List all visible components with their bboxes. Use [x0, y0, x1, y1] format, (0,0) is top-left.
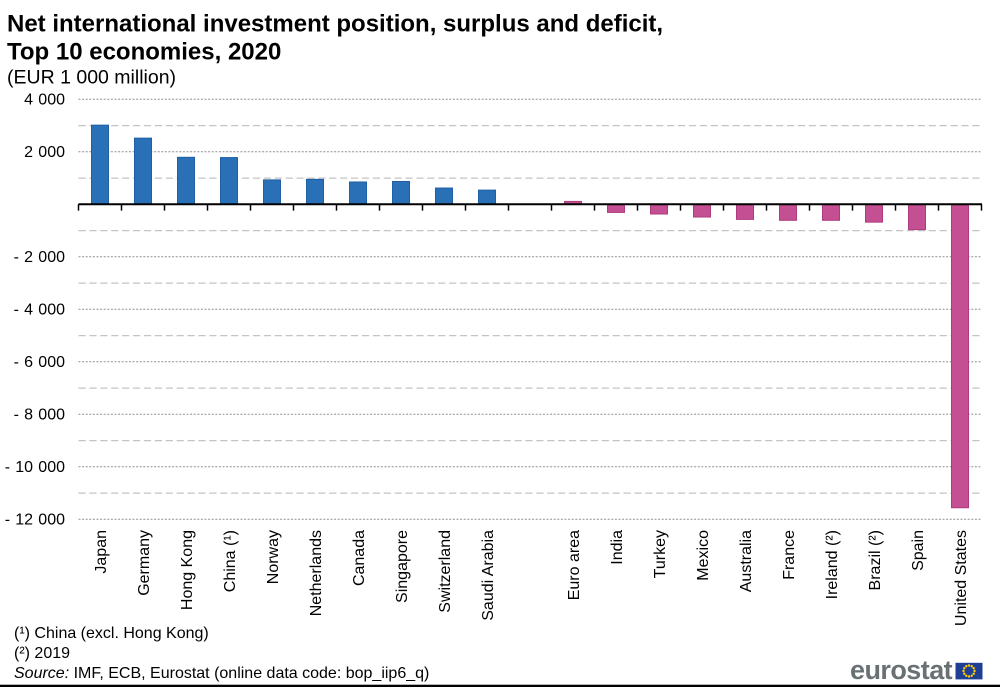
- svg-text:Top 10 economies, 2020: Top 10 economies, 2020: [7, 38, 281, 65]
- svg-text:Germany: Germany: [136, 530, 153, 596]
- svg-text:Turkey: Turkey: [652, 530, 669, 578]
- svg-text:Japan: Japan: [93, 530, 110, 574]
- svg-text:China (¹): China (¹): [222, 530, 239, 592]
- svg-text:Ireland (²): Ireland (²): [824, 530, 841, 599]
- svg-text:Australia: Australia: [738, 530, 755, 592]
- svg-text:- 12 000: - 12 000: [5, 512, 65, 529]
- svg-text:Euro area: Euro area: [566, 530, 583, 600]
- svg-text:Norway: Norway: [265, 530, 282, 584]
- svg-text:Switzerland: Switzerland: [437, 530, 454, 613]
- svg-text:4 000: 4 000: [24, 92, 65, 109]
- svg-text:- 6 000: - 6 000: [14, 354, 66, 371]
- svg-text:Mexico: Mexico: [695, 530, 712, 581]
- svg-text:Canada: Canada: [351, 530, 368, 586]
- svg-text:(EUR 1 000 million): (EUR 1 000 million): [7, 67, 176, 89]
- svg-text:India: India: [609, 530, 626, 565]
- svg-text:Net international investment p: Net international investment position, s…: [7, 11, 663, 38]
- svg-text:- 4 000: - 4 000: [14, 302, 66, 319]
- svg-text:2 000: 2 000: [24, 144, 65, 161]
- svg-text:Netherlands: Netherlands: [308, 530, 325, 616]
- svg-text:- 2 000: - 2 000: [14, 249, 66, 266]
- svg-text:(¹) China (excl. Hong Kong): (¹) China (excl. Hong Kong): [14, 625, 209, 642]
- svg-text:United States: United States: [953, 530, 970, 626]
- svg-text:Singapore: Singapore: [394, 530, 411, 603]
- svg-text:Spain: Spain: [910, 530, 927, 571]
- svg-text:Saudi Arabia: Saudi Arabia: [480, 530, 497, 621]
- svg-text:Source: IMF, ECB, Eurostat (on: Source: IMF, ECB, Eurostat (online data …: [14, 665, 429, 682]
- svg-text:Brazil (²): Brazil (²): [867, 530, 884, 590]
- svg-text:- 8 000: - 8 000: [14, 407, 66, 424]
- svg-text:- 10 000: - 10 000: [5, 459, 65, 476]
- svg-text:Hong Kong: Hong Kong: [179, 530, 196, 610]
- svg-text:France: France: [781, 530, 798, 580]
- svg-text:(²) 2019: (²) 2019: [14, 645, 70, 662]
- svg-text:eurostat: eurostat: [850, 655, 953, 685]
